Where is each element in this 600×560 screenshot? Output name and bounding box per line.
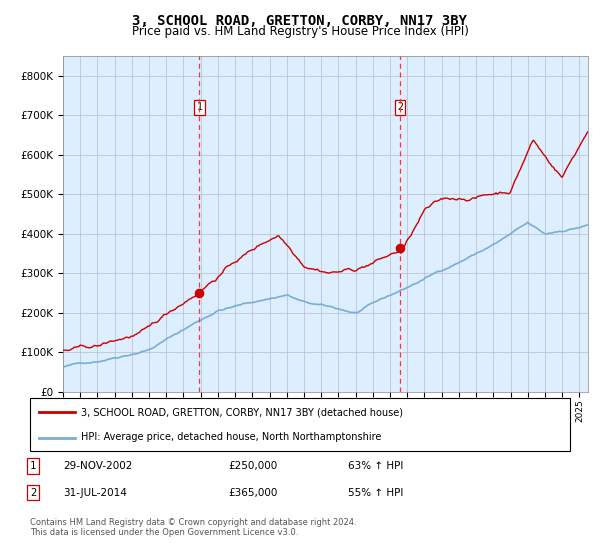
Text: £250,000: £250,000 <box>228 461 277 471</box>
Text: £365,000: £365,000 <box>228 488 277 498</box>
Text: 31-JUL-2014: 31-JUL-2014 <box>63 488 127 498</box>
Text: HPI: Average price, detached house, North Northamptonshire: HPI: Average price, detached house, Nort… <box>81 432 382 442</box>
Text: 55% ↑ HPI: 55% ↑ HPI <box>348 488 403 498</box>
Point <box>395 243 405 252</box>
Text: Contains HM Land Registry data © Crown copyright and database right 2024.
This d: Contains HM Land Registry data © Crown c… <box>30 518 356 538</box>
Text: 2: 2 <box>397 102 403 113</box>
Text: 29-NOV-2002: 29-NOV-2002 <box>63 461 133 471</box>
Text: 3, SCHOOL ROAD, GRETTON, CORBY, NN17 3BY: 3, SCHOOL ROAD, GRETTON, CORBY, NN17 3BY <box>133 14 467 28</box>
Text: 2: 2 <box>30 488 36 498</box>
Text: 1: 1 <box>30 461 36 471</box>
Point <box>194 289 204 298</box>
Text: Price paid vs. HM Land Registry's House Price Index (HPI): Price paid vs. HM Land Registry's House … <box>131 25 469 38</box>
Text: 1: 1 <box>196 102 202 113</box>
Text: 3, SCHOOL ROAD, GRETTON, CORBY, NN17 3BY (detached house): 3, SCHOOL ROAD, GRETTON, CORBY, NN17 3BY… <box>81 408 403 418</box>
Text: 63% ↑ HPI: 63% ↑ HPI <box>348 461 403 471</box>
